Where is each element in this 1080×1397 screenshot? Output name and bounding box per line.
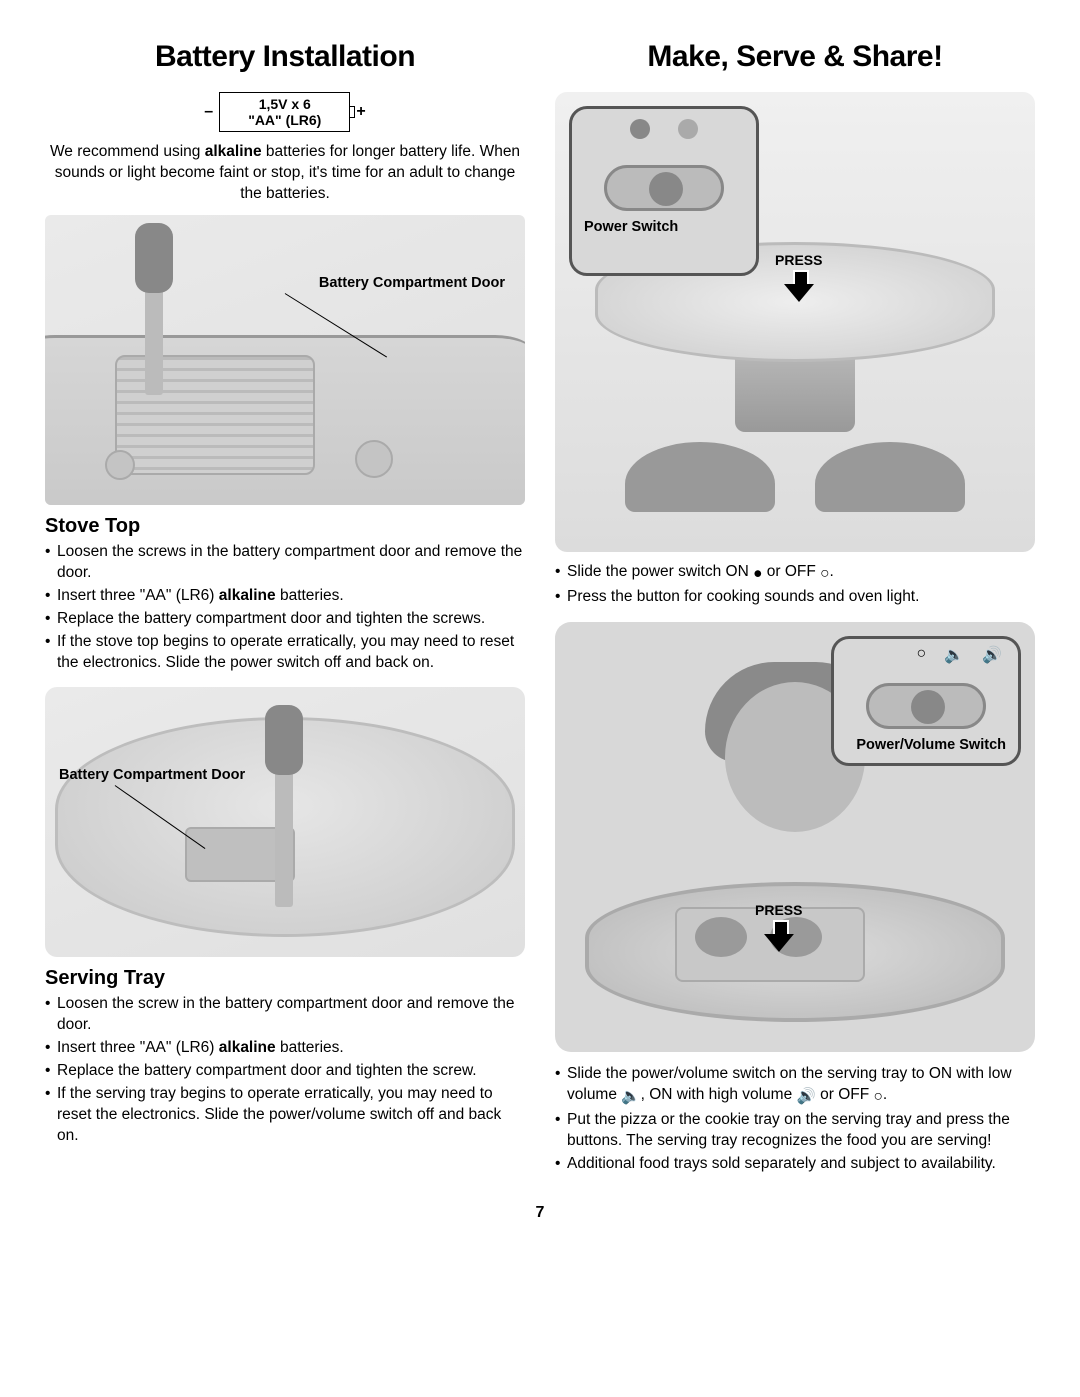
off-icon: ○: [874, 1087, 883, 1108]
page-number: 7: [45, 1204, 1035, 1222]
intro-text: We recommend using alkaline batteries fo…: [45, 142, 525, 205]
volume-low-icon: 🔈: [621, 1087, 640, 1108]
battery-spec: – 1,5V x 6 "AA" (LR6) +: [45, 92, 525, 132]
off-icon: ○: [820, 564, 829, 585]
list-item: Replace the battery compartment door and…: [45, 609, 525, 630]
off-icon: ○: [916, 645, 926, 665]
volume-high-icon: 🔊: [797, 1087, 816, 1108]
battery-line2: "AA" (LR6): [248, 112, 321, 128]
list-item: If the stove top begins to operate errat…: [45, 632, 525, 674]
section-stove-title: Stove Top: [45, 515, 525, 538]
figure-kitchen: Power Switch PRESS: [555, 92, 1035, 552]
right-title: Make, Serve & Share!: [555, 40, 1035, 74]
volume-low-icon: 🔈: [944, 645, 964, 665]
list-item: Put the pizza or the cookie tray on the …: [555, 1110, 1035, 1152]
down-arrow-icon: [764, 920, 794, 954]
press-label: PRESS: [755, 902, 802, 918]
figure-child-tray: ○ 🔈 🔊 Power/Volume Switch PRESS: [555, 622, 1035, 1052]
down-arrow-icon: [784, 270, 814, 304]
right-column: Make, Serve & Share! Power Switch PRESS …: [555, 40, 1035, 1188]
volume-icons: ○ 🔈 🔊: [840, 645, 1012, 669]
list-item: Slide the power/volume switch on the ser…: [555, 1064, 1035, 1108]
press-indicator-2: PRESS: [755, 902, 802, 954]
inset-power-volume: ○ 🔈 🔊 Power/Volume Switch: [831, 636, 1021, 766]
press-indicator-1: PRESS: [775, 252, 822, 304]
list-item: Additional food trays sold separately an…: [555, 1154, 1035, 1175]
volume-high-icon: 🔊: [982, 645, 1002, 665]
battery-line1: 1,5V x 6: [248, 96, 321, 112]
serving-bullets: Slide the power/volume switch on the ser…: [555, 1064, 1035, 1175]
callout-battery-door-2: Battery Compartment Door: [59, 767, 245, 783]
list-item: Insert three "AA" (LR6) alkaline batteri…: [45, 586, 525, 607]
list-item: Press the button for cooking sounds and …: [555, 587, 1035, 608]
press-label: PRESS: [775, 252, 822, 268]
left-column: Battery Installation – 1,5V x 6 "AA" (LR…: [45, 40, 525, 1188]
list-item: Slide the power switch ON ● or OFF ○.: [555, 562, 1035, 585]
inset-power-switch: Power Switch: [569, 106, 759, 276]
inset-volume-label: Power/Volume Switch: [840, 737, 1012, 753]
screwdriver-icon: [145, 225, 163, 395]
list-item: Replace the battery compartment door and…: [45, 1061, 525, 1082]
figure-serving-tray: Battery Compartment Door: [45, 687, 525, 957]
inset-power-label: Power Switch: [578, 219, 750, 235]
list-item: Insert three "AA" (LR6) alkaline batteri…: [45, 1038, 525, 1059]
left-title: Battery Installation: [45, 40, 525, 74]
minus-sign: –: [204, 103, 213, 121]
section-tray-title: Serving Tray: [45, 967, 525, 990]
callout-battery-door-1: Battery Compartment Door: [319, 275, 505, 291]
list-item: If the serving tray begins to operate er…: [45, 1084, 525, 1147]
on-icon: ●: [753, 564, 762, 585]
kitchen-bullets: Slide the power switch ON ● or OFF ○.Pre…: [555, 562, 1035, 608]
page: Battery Installation – 1,5V x 6 "AA" (LR…: [45, 40, 1035, 1188]
list-item: Loosen the screws in the battery compart…: [45, 542, 525, 584]
plus-sign: +: [356, 103, 365, 121]
battery-cell: 1,5V x 6 "AA" (LR6): [219, 92, 350, 132]
tray-bullets: Loosen the screw in the battery compartm…: [45, 994, 525, 1146]
stove-bullets: Loosen the screws in the battery compart…: [45, 542, 525, 674]
screwdriver-icon: [275, 707, 293, 907]
figure-stove-top: Battery Compartment Door: [45, 215, 525, 505]
list-item: Loosen the screw in the battery compartm…: [45, 994, 525, 1036]
